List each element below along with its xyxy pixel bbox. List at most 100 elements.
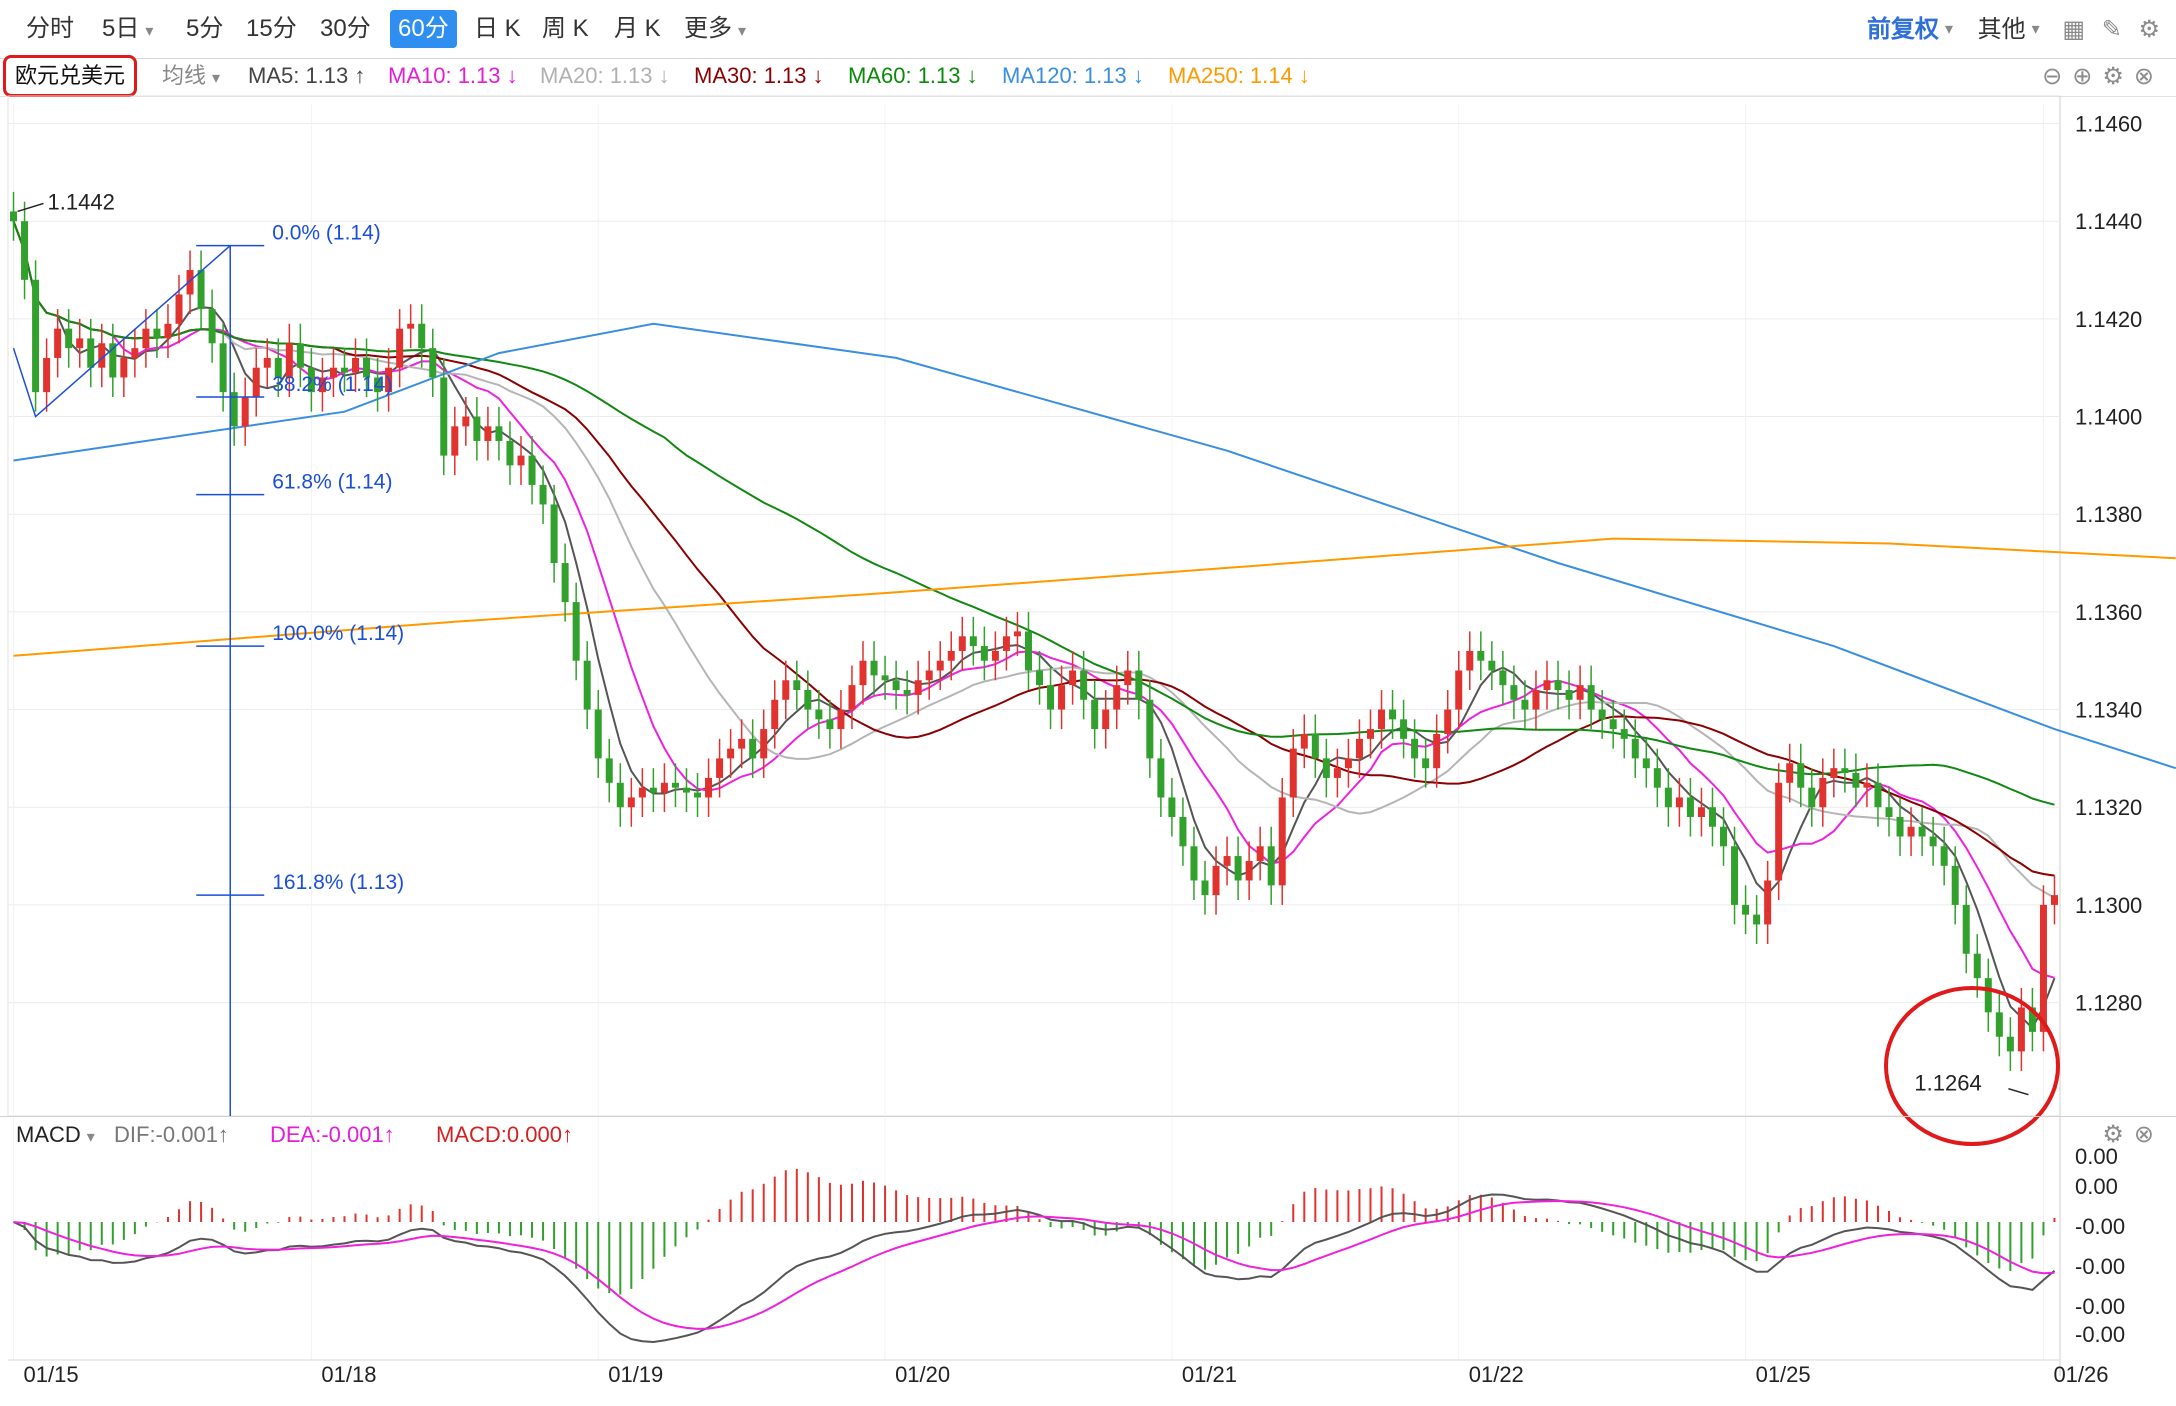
tab-period-0[interactable]: 分时: [20, 10, 80, 48]
tab-period-6[interactable]: 日 K: [468, 10, 527, 48]
main-plot-frame: [7, 95, 2061, 1117]
candle-body: [738, 738, 746, 749]
candle-body: [1201, 880, 1209, 896]
candle-body: [175, 294, 183, 324]
tab-period-9[interactable]: 更多 ▾: [678, 10, 752, 48]
candle-body: [164, 323, 172, 339]
candle-body: [1918, 826, 1926, 837]
candle-body: [1664, 787, 1672, 808]
candle-body: [385, 367, 393, 393]
candle-body: [1102, 709, 1110, 730]
tab-period-5[interactable]: 60分: [390, 10, 457, 48]
candle-body: [660, 782, 668, 793]
candle-body: [1510, 685, 1518, 700]
tab-period-8[interactable]: 月 K: [608, 10, 667, 48]
high-price-pointer: [17, 202, 44, 213]
candle-body: [1609, 719, 1617, 730]
candle-body: [1069, 670, 1077, 686]
close-icon[interactable]: ⊗: [2133, 63, 2154, 90]
candle-body: [594, 709, 602, 759]
candle-body: [1278, 797, 1286, 886]
candle-body: [925, 670, 933, 681]
candle-body: [616, 782, 624, 808]
y-tick-label: 1.1400: [2075, 405, 2142, 430]
close-icon[interactable]: ⊗: [2133, 1121, 2154, 1148]
candle-body: [2050, 895, 2058, 905]
y-tick-label: 1.1440: [2075, 209, 2142, 234]
tab-period-1[interactable]: 5日 ▾: [96, 10, 159, 48]
macd-dea-line: [13, 1199, 2055, 1330]
minus-circle-icon[interactable]: ⊖: [2042, 63, 2063, 90]
candle-body: [1742, 904, 1750, 915]
candle-body: [1223, 856, 1231, 866]
candle-body: [142, 328, 150, 349]
candle-body: [43, 357, 51, 393]
candle-body: [1951, 865, 1959, 905]
indicator-selector[interactable]: 均线 ▾: [162, 63, 221, 88]
candle-body: [572, 602, 580, 661]
candle-body: [1267, 846, 1275, 886]
candle-body: [1234, 856, 1242, 881]
candle-body: [451, 426, 459, 456]
candle-body: [1488, 660, 1496, 671]
candle-body: [1024, 631, 1032, 671]
high-price-label: 1.1442: [48, 189, 115, 214]
macd-tick-label: -0.00: [2075, 1254, 2125, 1279]
tab-period-3[interactable]: 15分: [240, 10, 303, 48]
ma-label-2: MA20: 1.13 ↓: [540, 63, 670, 88]
candle-body: [936, 660, 944, 671]
tab-period-7[interactable]: 周 K: [536, 10, 595, 48]
tab-period-2[interactable]: 5分: [180, 10, 229, 48]
tab-label: 分时: [26, 15, 74, 42]
chevron-down-icon[interactable]: ▾: [2031, 20, 2040, 38]
adjust-dropdown[interactable]: 前复权: [1866, 15, 1939, 43]
candle-body: [285, 343, 293, 378]
chevron-down-icon: ▾: [145, 23, 154, 40]
candle-body: [1190, 846, 1198, 881]
candle-body: [1631, 738, 1639, 759]
candle-body: [1775, 782, 1783, 881]
chevron-down-icon[interactable]: ▾: [212, 70, 221, 87]
settings-icon[interactable]: ⚙: [2102, 1121, 2124, 1148]
candle-body: [1289, 748, 1297, 798]
x-tick-label: 01/15: [24, 1362, 79, 1387]
candle-body: [54, 328, 62, 358]
plus-circle-icon[interactable]: ⊕: [2072, 63, 2093, 90]
candle-body: [1444, 709, 1452, 734]
candle-body: [1499, 670, 1507, 686]
candle-body: [727, 748, 735, 759]
candle-body: [716, 758, 724, 778]
candle-body: [1532, 690, 1540, 710]
candle-body: [638, 787, 646, 798]
candle-body: [771, 699, 779, 730]
candle-body: [274, 357, 282, 378]
tab-label: 5日: [102, 15, 140, 42]
settings-icon[interactable]: ⚙: [2138, 15, 2160, 43]
candle-body: [32, 279, 40, 393]
candle-body: [892, 680, 900, 691]
tab-label: 15分: [246, 15, 297, 42]
macd-tick-label: -0.00: [2075, 1294, 2125, 1319]
macd-tick-label: -0.00: [2075, 1322, 2125, 1347]
ma-label-1: MA10: 1.13 ↓: [388, 63, 518, 88]
candle-body: [1433, 733, 1441, 769]
macd-tick-label: -0.00: [2075, 1214, 2125, 1239]
chevron-down-icon[interactable]: ▾: [86, 1129, 95, 1146]
candle-body: [1620, 729, 1628, 739]
symbol-label[interactable]: 欧元兑美元: [3, 55, 138, 97]
candle-body: [1764, 880, 1772, 925]
macd-indicator-selector[interactable]: MACD ▾: [16, 1122, 95, 1147]
candle-body: [21, 221, 29, 280]
draw-tool-icon[interactable]: ✎: [2101, 15, 2122, 43]
grid-layout-icon[interactable]: ▦: [2062, 15, 2086, 43]
candle-body: [186, 270, 194, 295]
highlight-circle: [1884, 986, 2060, 1146]
chevron-down-icon[interactable]: ▾: [1944, 20, 1953, 38]
candle-body: [197, 270, 205, 310]
settings-icon[interactable]: ⚙: [2102, 63, 2124, 90]
other-dropdown[interactable]: 其他: [1977, 15, 2026, 43]
tab-period-4[interactable]: 30分: [314, 10, 377, 48]
candle-body: [241, 397, 249, 427]
candle-body: [528, 455, 536, 485]
